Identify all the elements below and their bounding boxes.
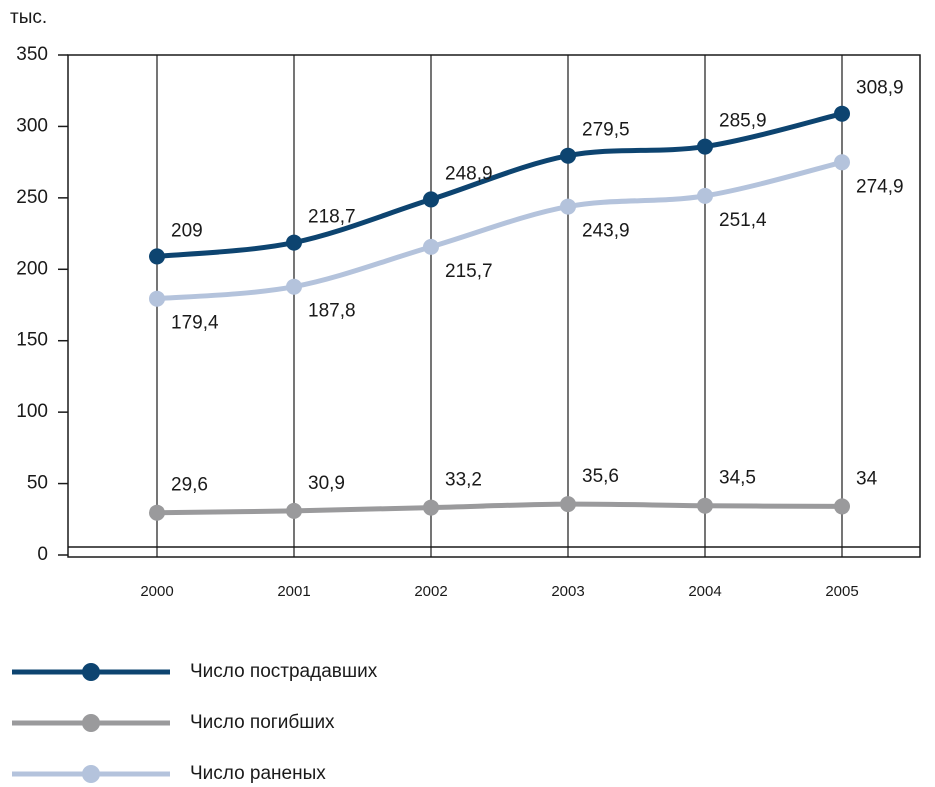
value-label: 285,9 — [719, 111, 767, 132]
value-label: 179,4 — [171, 313, 219, 334]
y-tick-label: 300 — [16, 115, 48, 136]
series-line — [154, 501, 845, 516]
x-tick-label: 2001 — [277, 583, 310, 600]
point — [423, 238, 439, 255]
y-tick-label: 0 — [37, 544, 48, 565]
point — [834, 105, 850, 122]
point — [834, 498, 850, 515]
value-label: 209 — [171, 220, 203, 241]
point — [286, 502, 302, 519]
value-label: 34,5 — [719, 468, 756, 489]
y-tick-label: 250 — [16, 187, 48, 208]
point — [697, 497, 713, 514]
value-label: 308,9 — [856, 78, 904, 99]
value-label: 29,6 — [171, 475, 208, 496]
y-tick-label: 350 — [16, 44, 48, 65]
y-tick-label: 50 — [27, 473, 48, 494]
value-label: 248,9 — [445, 163, 493, 184]
value-label: 215,7 — [445, 261, 493, 282]
x-tick-label: 2003 — [551, 583, 584, 600]
value-label: 218,7 — [308, 207, 356, 228]
y-tick-label: 150 — [16, 330, 48, 351]
point — [560, 496, 576, 513]
value-label: 274,9 — [856, 176, 904, 197]
series-line — [154, 159, 845, 302]
point — [149, 290, 165, 307]
legend-label: Число погибших — [190, 712, 335, 733]
value-label: 33,2 — [445, 470, 482, 491]
plot-frame — [67, 54, 921, 558]
point — [697, 138, 713, 155]
x-tick-label: 2000 — [140, 583, 173, 600]
value-label: 34 — [856, 468, 878, 489]
value-label: 243,9 — [582, 221, 630, 242]
point — [423, 499, 439, 516]
point — [286, 234, 302, 251]
point — [560, 198, 576, 215]
legend-label: Число раненых — [190, 763, 326, 784]
value-label: 30,9 — [308, 473, 345, 494]
x-tick-label: 2002 — [414, 583, 447, 600]
y-tick-label: 100 — [16, 401, 48, 422]
legend-marker — [82, 765, 100, 783]
point — [149, 248, 165, 265]
series-line — [154, 111, 845, 259]
value-label: 251,4 — [719, 210, 767, 231]
value-label: 279,5 — [582, 120, 630, 141]
value-label: 187,8 — [308, 301, 356, 322]
x-tick-label: 2004 — [688, 583, 721, 600]
point — [286, 278, 302, 295]
y-tick-label: 200 — [16, 258, 48, 279]
point — [560, 147, 576, 164]
value-label: 35,6 — [582, 466, 619, 487]
legend-label: Число пострадавших — [190, 661, 378, 682]
legend-marker — [82, 663, 100, 681]
point — [423, 191, 439, 208]
point — [834, 154, 850, 171]
point — [149, 504, 165, 521]
y-axis-label: тыс. — [10, 7, 47, 28]
point — [697, 187, 713, 204]
x-tick-label: 2005 — [825, 583, 858, 600]
legend-marker — [82, 714, 100, 732]
